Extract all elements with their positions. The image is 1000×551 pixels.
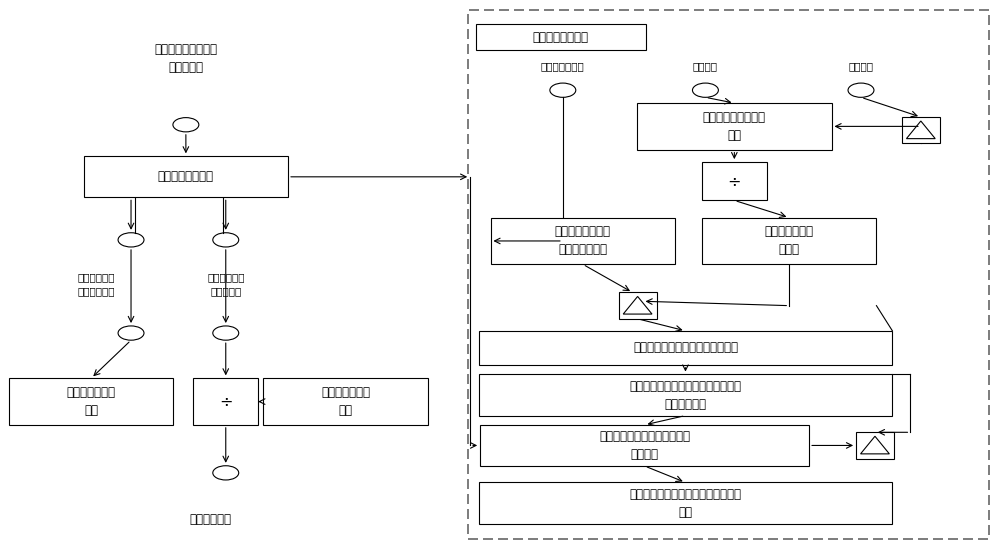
Bar bbox=[476, 24, 646, 50]
Text: 机组协调控制
系统负荷指令: 机组协调控制 系统负荷指令 bbox=[77, 272, 115, 296]
Bar bbox=[468, 9, 989, 539]
Bar bbox=[193, 379, 258, 425]
Bar bbox=[902, 117, 940, 143]
Text: 凝结水节流系统承担的负荷值即负荷
指令: 凝结水节流系统承担的负荷值即负荷 指令 bbox=[629, 488, 741, 518]
Text: 目标负荷: 目标负荷 bbox=[693, 61, 718, 71]
Text: 负荷指令分解模型: 负荷指令分解模型 bbox=[158, 170, 214, 183]
Text: 机组整体达到目标
负荷所需的时间: 机组整体达到目标 负荷所需的时间 bbox=[555, 225, 611, 256]
Bar bbox=[491, 218, 675, 264]
Text: 机组协调控制系统重设变负荷速率得
到的负荷指令: 机组协调控制系统重设变负荷速率得 到的负荷指令 bbox=[629, 380, 741, 410]
Text: 凝结水功率增量
函数: 凝结水功率增量 函数 bbox=[321, 386, 370, 417]
Bar bbox=[84, 156, 288, 197]
Bar bbox=[480, 425, 809, 466]
Bar bbox=[479, 331, 892, 365]
Text: 原机组协调控制
系统: 原机组协调控制 系统 bbox=[67, 386, 116, 417]
Bar bbox=[619, 293, 657, 319]
Bar bbox=[479, 375, 892, 415]
Text: ÷: ÷ bbox=[728, 174, 741, 188]
Bar bbox=[9, 379, 173, 425]
Text: 原定变负荷速率: 原定变负荷速率 bbox=[541, 61, 585, 71]
Bar bbox=[702, 218, 876, 264]
Bar bbox=[479, 483, 892, 523]
Text: 原定变负荷速率得到
的负荷指令: 原定变负荷速率得到 的负荷指令 bbox=[154, 44, 217, 74]
Bar bbox=[263, 379, 428, 425]
Text: 负荷指令分解模型: 负荷指令分解模型 bbox=[533, 30, 589, 44]
Text: 凝结水节流系
统负荷指令: 凝结水节流系 统负荷指令 bbox=[207, 272, 245, 296]
Bar bbox=[702, 162, 767, 201]
Text: ÷: ÷ bbox=[219, 394, 233, 409]
Text: 初始负荷: 初始负荷 bbox=[848, 61, 873, 71]
Text: 凝结水节流持续
的时间: 凝结水节流持续 的时间 bbox=[765, 225, 814, 256]
Text: 原定变负荷速率得到的负荷指
令设定值: 原定变负荷速率得到的负荷指 令设定值 bbox=[599, 430, 690, 461]
Text: 凝结水节流量: 凝结水节流量 bbox=[190, 513, 232, 526]
Bar bbox=[856, 433, 894, 458]
Text: 除氧器最大可利用的
蓄能: 除氧器最大可利用的 蓄能 bbox=[703, 111, 766, 142]
Text: 机组协调控制系统重设变负荷速率: 机组协调控制系统重设变负荷速率 bbox=[633, 342, 738, 354]
Bar bbox=[637, 103, 832, 150]
